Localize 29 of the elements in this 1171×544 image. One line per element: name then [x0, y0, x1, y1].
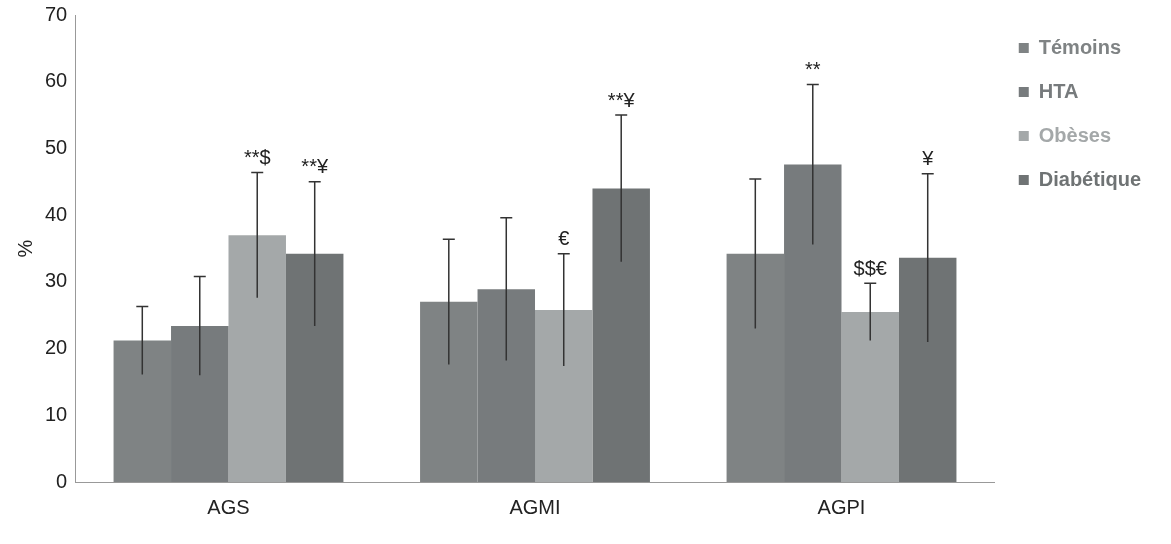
x-tick-label: AGMI: [509, 495, 561, 518]
bar: [898, 257, 957, 482]
y-axis-title: %: [13, 239, 36, 258]
bar: [285, 253, 344, 482]
bar: [535, 309, 593, 482]
y-tick-label: 70: [45, 2, 68, 25]
legend-label: Obèses: [1038, 123, 1112, 146]
legend-label: HTA: [1038, 79, 1079, 102]
y-tick-label: 40: [45, 202, 68, 225]
bar: [228, 235, 286, 482]
y-tick-label: 0: [56, 469, 68, 492]
y-tick-label: 50: [45, 135, 68, 158]
y-tick-label: 20: [45, 336, 68, 359]
annotation: $$€: [853, 256, 887, 279]
annotation: **¥: [607, 88, 636, 111]
x-tick-label: AGPI: [817, 495, 866, 518]
annotation: **$: [243, 145, 271, 168]
y-tick-label: 60: [45, 69, 68, 92]
annotation: ¥: [921, 147, 935, 170]
legend-label: Témoins: [1038, 35, 1122, 58]
y-tick-label: 30: [45, 269, 68, 292]
bar: [841, 311, 899, 482]
bar: [592, 188, 650, 482]
y-tick-label: 10: [45, 402, 68, 425]
annotation: **¥: [301, 155, 329, 178]
legend-label: Diabétique: [1038, 167, 1142, 190]
annotation: €: [558, 227, 570, 250]
x-tick-label: AGS: [207, 495, 250, 518]
annotation: **: [804, 57, 821, 80]
